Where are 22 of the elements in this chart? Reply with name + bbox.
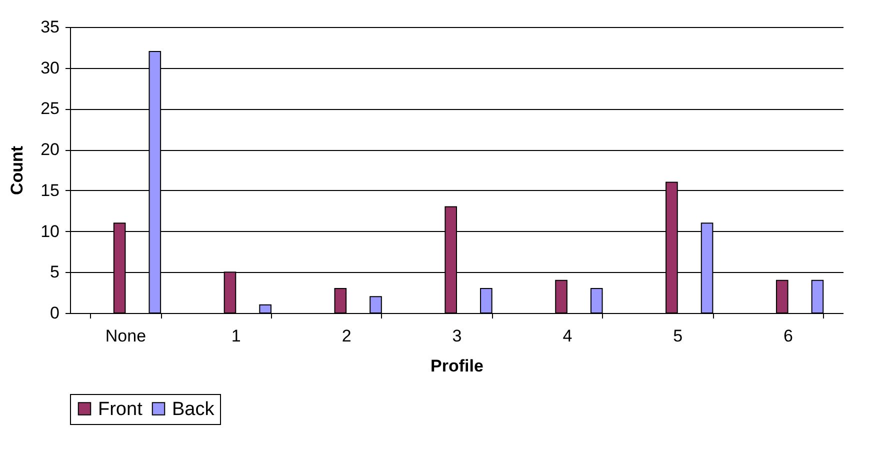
- legend-label: Back: [172, 398, 215, 420]
- y-tick-label: 0: [50, 304, 60, 322]
- x-tick-label: 6: [784, 326, 794, 346]
- bar: [334, 288, 347, 314]
- x-tick-label: None: [105, 326, 146, 346]
- x-tick-label: 5: [673, 326, 683, 346]
- y-tick-label: 20: [40, 140, 60, 160]
- x-tick-label: 2: [342, 326, 352, 346]
- x-axis-title: Profile: [430, 356, 484, 376]
- y-tick-label: 35: [40, 18, 60, 36]
- legend-label: Front: [98, 398, 144, 420]
- y-tick-label: 10: [40, 222, 60, 241]
- y-tick-label: 15: [40, 180, 60, 200]
- y-axis-title: Count: [8, 146, 27, 196]
- x-tick-label: 4: [562, 326, 572, 346]
- x-tick-label: 3: [452, 326, 462, 346]
- bar: [555, 280, 568, 314]
- y-tick-label: 30: [40, 58, 60, 78]
- y-tick-label: 25: [40, 99, 60, 118]
- x-tick-label: 1: [231, 326, 241, 346]
- bar: [776, 280, 788, 314]
- y-tick-label: 5: [50, 262, 60, 282]
